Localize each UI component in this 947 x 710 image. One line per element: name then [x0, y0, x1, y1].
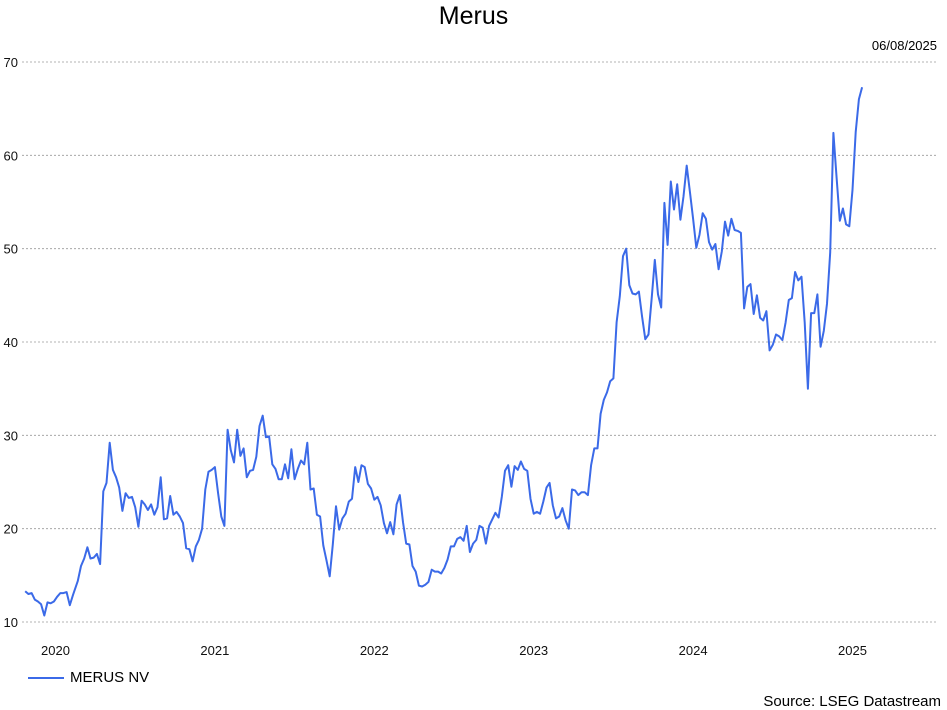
x-axis: 2020 2021 2022 2023 2024 2025: [41, 643, 867, 658]
legend: MERUS NV: [28, 669, 149, 686]
y-tick-label: 50: [4, 242, 18, 257]
series-line-0: [24, 86, 864, 617]
x-tick-label: 2024: [679, 643, 708, 658]
source-note: Source: LSEG Datastream: [763, 693, 941, 710]
legend-swatch: [28, 676, 64, 679]
y-axis: 10 20 30 40 50 60 70: [4, 55, 18, 630]
series-layer: [24, 86, 864, 617]
y-tick-label: 60: [4, 148, 18, 163]
legend-label: MERUS NV: [70, 669, 150, 686]
x-tick-label: 2020: [41, 643, 70, 658]
x-tick-label: 2021: [200, 643, 229, 658]
chart-title: Merus: [438, 2, 509, 30]
y-tick-label: 20: [4, 522, 18, 537]
y-tick-label: 40: [4, 335, 18, 350]
y-tick-label: 10: [4, 615, 18, 630]
y-tick-label: 70: [4, 55, 18, 70]
y-tick-label: 30: [4, 428, 18, 443]
x-tick-label: 2022: [360, 643, 389, 658]
x-tick-label: 2023: [519, 643, 548, 658]
x-tick-label: 2025: [838, 643, 867, 658]
grid-lines: [22, 61, 937, 623]
chart-date-label: 06/08/2025: [871, 38, 937, 53]
